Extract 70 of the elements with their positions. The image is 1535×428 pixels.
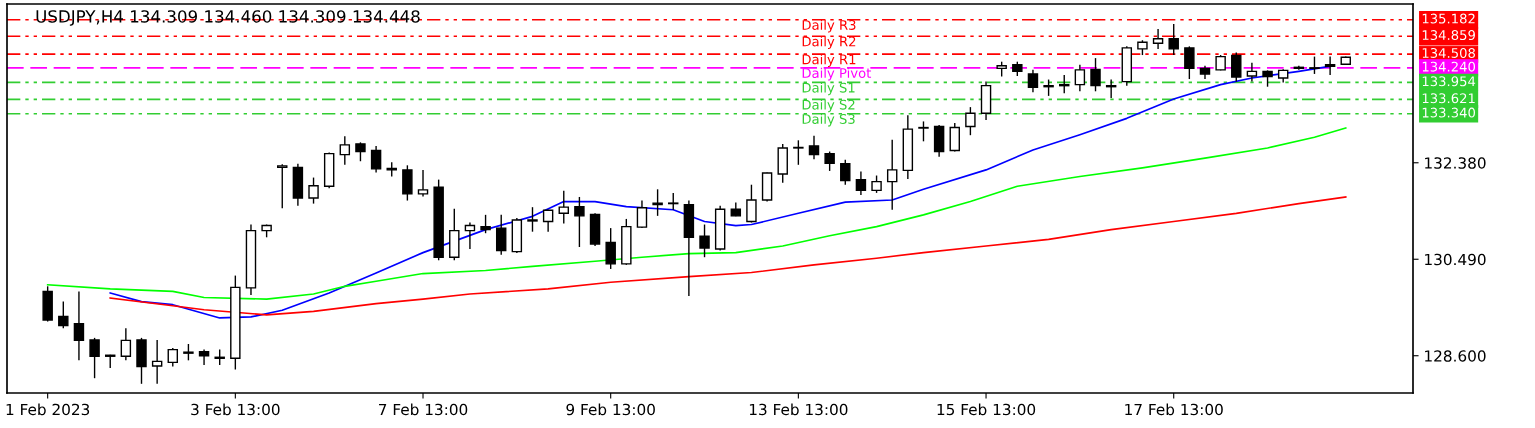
ref-line-label: Daily S1 — [802, 82, 855, 96]
x-tick-label: 3 Feb 13:00 — [191, 403, 280, 416]
x-tick-label: 17 Feb 13:00 — [1125, 403, 1223, 416]
candlestick — [151, 339, 163, 385]
candlestick — [699, 223, 710, 258]
candlestick — [339, 135, 351, 166]
y-tick-label: 132.380 — [1425, 157, 1486, 169]
candlestick — [1027, 69, 1039, 94]
candlestick — [886, 139, 898, 211]
candlestick — [1074, 64, 1086, 92]
candlestick — [73, 290, 85, 362]
chart-title: USDJPY,H4 134.309 134.460 134.309 134.448 — [36, 10, 420, 26]
candlestick — [308, 176, 319, 205]
candlestick — [198, 348, 210, 366]
candlestick — [1231, 51, 1242, 83]
candlestick — [464, 221, 476, 250]
text: 133.954 — [1422, 76, 1476, 87]
candlestick — [855, 170, 867, 196]
candlestick — [480, 214, 491, 234]
candlestick — [1152, 28, 1164, 50]
text: 133.621 — [1422, 93, 1475, 104]
candlestick — [1090, 57, 1101, 92]
candlestick — [120, 327, 132, 362]
text: 134.508 — [1422, 47, 1475, 58]
ref-line-label: Daily S3 — [802, 113, 855, 127]
y-tick-label: 130.490 — [1425, 253, 1486, 266]
candlestick — [402, 164, 413, 202]
candlestick — [558, 190, 570, 225]
candlestick — [495, 214, 507, 256]
candlestick — [949, 122, 960, 153]
text: 135.182 — [1422, 13, 1475, 24]
text: 133.340 — [1422, 107, 1476, 118]
ref-line-label: Daily R1 — [802, 54, 856, 67]
candlestick — [605, 227, 616, 270]
candlestick — [1184, 45, 1195, 80]
candlestick — [808, 135, 820, 160]
ref-line-label: Daily R2 — [802, 36, 856, 49]
line-series — [46, 127, 1347, 300]
candlestick — [746, 184, 757, 224]
ref-line-label: Daily S2 — [802, 99, 855, 113]
candlestick — [652, 188, 663, 217]
candlestick — [370, 145, 382, 174]
ref-line-label: Daily R3 — [802, 19, 856, 33]
y-tick-label: 128.600 — [1425, 350, 1486, 362]
candlestick — [89, 337, 100, 379]
x-tick-label: 9 Feb 13:00 — [566, 403, 655, 416]
candlestick — [58, 300, 69, 329]
candlestick — [355, 141, 366, 162]
x-tick-label: 7 Feb 13:00 — [379, 403, 468, 416]
candlestick — [965, 106, 976, 136]
candlestick — [824, 150, 835, 172]
x-tick-label: 15 Feb 13:00 — [937, 403, 1036, 416]
candlestick — [918, 120, 929, 143]
x-tick-label: 13 Feb 13:00 — [749, 403, 848, 416]
line-series — [109, 196, 1347, 316]
candlestick — [167, 347, 179, 368]
candlestick — [527, 206, 538, 233]
candlestick — [840, 159, 851, 186]
candlestick — [277, 163, 288, 209]
candlestick — [574, 196, 585, 248]
text: 134.859 — [1422, 30, 1475, 41]
ref-line-label: Daily Pivot — [802, 67, 872, 81]
candlestick — [1324, 55, 1336, 76]
candlestick — [417, 169, 429, 198]
candlestick — [1246, 62, 1258, 83]
x-tick-label: 1 Feb 2023 — [6, 403, 90, 416]
text: 134.240 — [1422, 61, 1476, 72]
candlestick — [636, 199, 648, 229]
candlestick — [1168, 23, 1179, 56]
candlestick — [793, 139, 804, 166]
